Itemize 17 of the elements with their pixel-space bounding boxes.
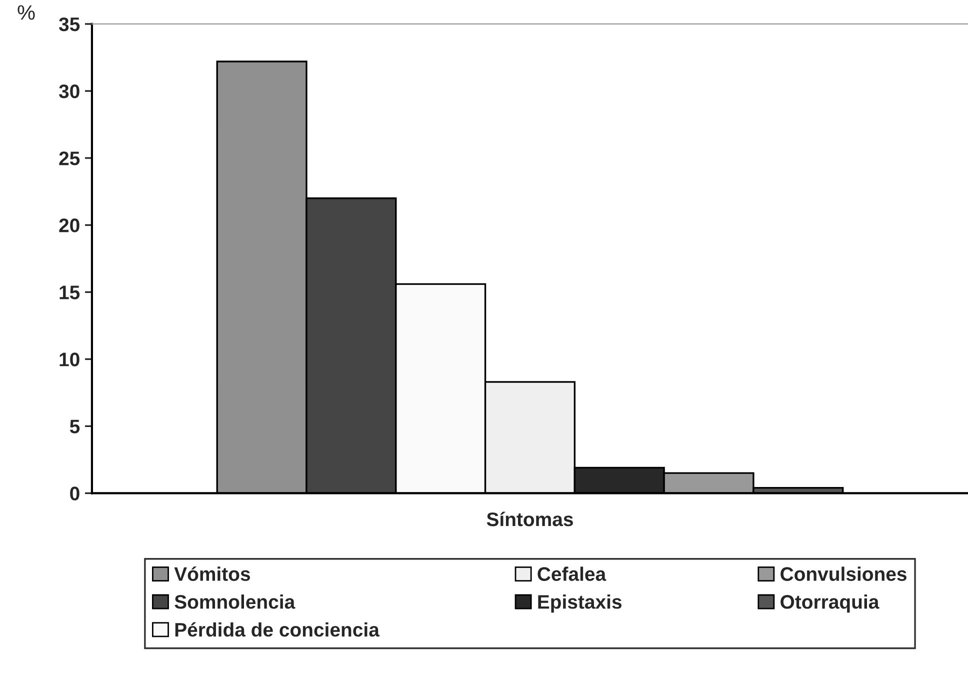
x-axis-title: Síntomas xyxy=(486,512,573,526)
legend-label: Epistaxis xyxy=(538,594,622,613)
y-tick-label: 0 xyxy=(70,486,80,500)
y-tick-label: 35 xyxy=(58,17,80,32)
y-tick-label: 30 xyxy=(58,84,80,98)
legend-label: Convulsiones xyxy=(780,566,906,581)
y-axis-title: % xyxy=(18,5,35,20)
y-tick-label: 5 xyxy=(70,420,80,434)
legend-label: Otorraquia xyxy=(780,594,880,613)
y-tick-label: 10 xyxy=(60,352,80,366)
legend-label: Somnolencia xyxy=(174,594,296,609)
y-tick-label: 15 xyxy=(60,286,80,300)
y-tick-label: 20 xyxy=(59,218,80,232)
legend-label: Vómitos xyxy=(174,566,250,581)
y-tick-label: 25 xyxy=(59,152,80,166)
legend-label: Pérdida de conciencia xyxy=(175,622,380,637)
legend-label: Cefalea xyxy=(538,566,606,581)
